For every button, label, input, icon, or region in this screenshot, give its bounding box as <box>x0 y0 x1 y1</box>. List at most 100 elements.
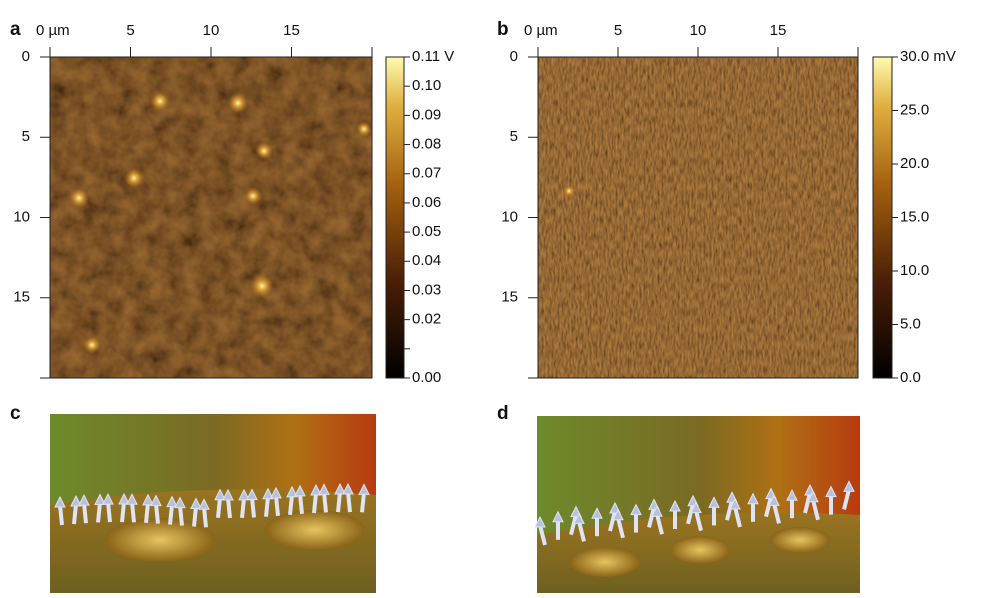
dipole-arrow <box>250 497 256 518</box>
colorbar-label: 0.03 <box>412 281 441 298</box>
dipole-arrow <box>322 492 328 513</box>
y-tick-label: 0 <box>22 48 30 65</box>
colorbar-label: 20.0 <box>900 155 929 172</box>
y-tick-label: 15 <box>501 289 518 306</box>
dipole-arrow <box>58 504 64 526</box>
arrow-head <box>358 483 370 495</box>
dipole-arrow <box>82 502 88 524</box>
dipole-arrow <box>144 502 150 524</box>
dipole-arrow <box>178 505 184 526</box>
y-tick-label: 5 <box>22 128 30 145</box>
arrow-head <box>534 515 546 528</box>
dipole-arrow <box>842 488 851 510</box>
dipole-arrow <box>733 506 742 528</box>
dipole-arrow <box>106 501 112 523</box>
arrow-head <box>729 497 741 510</box>
colorbar-label: 30.0 mV <box>900 48 956 65</box>
arrow-head <box>94 493 106 505</box>
arrow-head <box>166 495 178 508</box>
dipole-arrow <box>96 502 102 523</box>
arrow-head <box>78 494 90 506</box>
arrow-head <box>342 482 354 495</box>
arrow-head <box>190 497 202 510</box>
arrow-head <box>118 492 130 505</box>
panel-label: b <box>497 19 509 40</box>
arrow-head <box>174 496 186 509</box>
colorbar-label: 0.10 <box>412 77 441 94</box>
kpfm-texture <box>50 57 372 378</box>
colorbar-label: 10.0 <box>900 262 929 279</box>
panel-label: c <box>10 403 21 424</box>
panel-label: d <box>497 403 509 424</box>
dipole-arrow <box>803 492 812 514</box>
dipole-arrow <box>192 506 198 527</box>
colorbar-label: 0.0 <box>900 369 921 386</box>
arrow-head <box>102 492 114 505</box>
colorbar-label: 25.0 <box>900 101 929 118</box>
colorbar-label: 0.04 <box>412 252 441 269</box>
dipole-arrow <box>298 493 304 515</box>
arrow-head <box>786 489 798 501</box>
dipole-arrow <box>694 510 703 532</box>
bright-spots <box>69 91 372 354</box>
y-tick-label: 5 <box>510 128 518 145</box>
colorbar-label: 0.11 V <box>412 48 454 65</box>
dipole-arrow <box>346 491 352 513</box>
arrow-head <box>262 487 274 500</box>
rendering <box>50 414 376 593</box>
arrow-head <box>286 485 298 498</box>
arrow-head <box>768 494 780 506</box>
x-tick-label: 0 µm <box>524 22 558 39</box>
arrow-head <box>238 488 250 501</box>
colorbar-label: 0.08 <box>412 136 441 153</box>
arrow-head <box>142 493 154 506</box>
dipole-arrow <box>154 503 160 524</box>
dipole-arrow <box>577 520 586 542</box>
colorbar-label: 0.05 <box>412 223 441 240</box>
arrow-head <box>334 482 346 495</box>
dipole-arrow <box>72 503 78 525</box>
colorbar-label: 0.00 <box>412 369 441 386</box>
arrow-head <box>54 495 66 508</box>
arrow-head <box>246 488 258 500</box>
arrow-head <box>825 485 837 498</box>
dipole-arrow <box>168 504 174 525</box>
arrow-head <box>807 490 819 503</box>
dipole-arrow <box>608 510 617 532</box>
arrow-head <box>708 496 720 508</box>
dipole-arrow <box>130 502 136 523</box>
arrow-head <box>651 505 663 517</box>
dipole-arrow <box>686 503 695 525</box>
dipole-arrow <box>764 496 773 518</box>
arrow-head <box>612 508 624 521</box>
x-tick-label: 5 <box>614 22 622 39</box>
colorbar-label: 15.0 <box>900 208 929 225</box>
colorbar-label: 0.06 <box>412 194 441 211</box>
dipole-arrow <box>312 492 318 514</box>
dipole-arrow <box>216 497 222 518</box>
x-tick-label: 15 <box>770 22 787 39</box>
panel-label: a <box>10 19 21 40</box>
y-tick-label: 10 <box>13 208 30 225</box>
colorbar-label: 0.09 <box>412 106 441 123</box>
kpfm-texture <box>538 57 858 378</box>
dipole-arrow <box>288 494 294 516</box>
dipole-arrow <box>772 502 781 524</box>
dipole-arrow <box>226 497 232 519</box>
arrow-head <box>214 488 226 501</box>
dipole-arrow <box>655 513 664 535</box>
colorbar-label: 0.02 <box>412 311 441 328</box>
arrow-head <box>294 484 306 497</box>
dipole-arrow <box>202 507 208 528</box>
dipole-arrow <box>264 496 270 517</box>
arrow-head <box>318 483 330 495</box>
colorbar <box>385 56 405 379</box>
arrow-head <box>669 499 681 512</box>
x-tick-label: 10 <box>203 22 220 39</box>
dipole-arrow <box>120 501 126 523</box>
bright-spot <box>563 185 575 197</box>
y-tick-label: 0 <box>510 48 518 65</box>
arrow-head <box>690 501 702 514</box>
colorbar-label: 5.0 <box>900 315 921 332</box>
